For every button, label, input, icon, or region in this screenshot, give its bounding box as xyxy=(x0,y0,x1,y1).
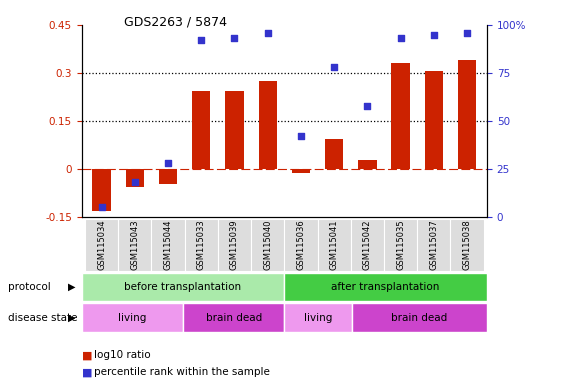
FancyBboxPatch shape xyxy=(151,219,185,271)
FancyBboxPatch shape xyxy=(183,303,284,332)
Point xyxy=(196,37,205,43)
Bar xyxy=(258,81,277,169)
Text: disease state: disease state xyxy=(8,313,78,323)
Point xyxy=(463,30,472,36)
Text: living: living xyxy=(304,313,332,323)
Text: percentile rank within the sample: percentile rank within the sample xyxy=(94,367,270,377)
Bar xyxy=(92,169,111,210)
Text: after transplantation: after transplantation xyxy=(332,282,440,292)
Text: GSM115038: GSM115038 xyxy=(463,219,472,270)
Text: brain dead: brain dead xyxy=(391,313,448,323)
Text: ▶: ▶ xyxy=(68,282,76,292)
Bar xyxy=(192,91,211,169)
Point xyxy=(330,64,339,70)
Text: ■: ■ xyxy=(82,367,92,377)
FancyBboxPatch shape xyxy=(284,219,318,271)
Point xyxy=(230,35,239,41)
Bar xyxy=(358,160,377,169)
Text: brain dead: brain dead xyxy=(205,313,262,323)
FancyBboxPatch shape xyxy=(118,219,151,271)
FancyBboxPatch shape xyxy=(384,219,417,271)
Bar xyxy=(458,60,476,169)
FancyBboxPatch shape xyxy=(351,219,384,271)
Text: GDS2263 / 5874: GDS2263 / 5874 xyxy=(124,15,227,28)
Text: ■: ■ xyxy=(82,350,92,360)
FancyBboxPatch shape xyxy=(82,303,183,332)
Text: GSM115036: GSM115036 xyxy=(297,219,306,270)
FancyBboxPatch shape xyxy=(450,219,484,271)
Text: GSM115042: GSM115042 xyxy=(363,220,372,270)
Point xyxy=(363,103,372,109)
Point xyxy=(396,35,405,41)
FancyBboxPatch shape xyxy=(284,303,352,332)
Text: GSM115043: GSM115043 xyxy=(130,220,139,270)
Text: GSM115035: GSM115035 xyxy=(396,220,405,270)
FancyBboxPatch shape xyxy=(352,303,487,332)
FancyBboxPatch shape xyxy=(218,219,251,271)
Point xyxy=(430,31,439,38)
Bar xyxy=(159,169,177,184)
Point xyxy=(130,179,139,185)
Text: GSM115040: GSM115040 xyxy=(263,220,272,270)
Text: GSM115033: GSM115033 xyxy=(196,219,205,270)
Text: living: living xyxy=(118,313,146,323)
Point xyxy=(97,204,106,210)
FancyBboxPatch shape xyxy=(417,219,450,271)
Text: GSM115041: GSM115041 xyxy=(330,220,339,270)
Bar xyxy=(325,139,343,169)
Point xyxy=(163,160,172,166)
FancyBboxPatch shape xyxy=(284,273,487,301)
Bar xyxy=(126,169,144,187)
Bar xyxy=(425,71,443,169)
Bar xyxy=(292,169,310,173)
Point xyxy=(263,30,272,36)
FancyBboxPatch shape xyxy=(82,273,284,301)
Point xyxy=(297,133,306,139)
Bar xyxy=(225,91,244,169)
Text: before transplantation: before transplantation xyxy=(124,282,242,292)
Text: GSM115034: GSM115034 xyxy=(97,220,106,270)
FancyBboxPatch shape xyxy=(318,219,351,271)
FancyBboxPatch shape xyxy=(85,219,118,271)
Text: protocol: protocol xyxy=(8,282,51,292)
Text: GSM115037: GSM115037 xyxy=(430,219,439,270)
Text: GSM115039: GSM115039 xyxy=(230,220,239,270)
Text: log10 ratio: log10 ratio xyxy=(94,350,151,360)
Text: GSM115044: GSM115044 xyxy=(163,220,172,270)
FancyBboxPatch shape xyxy=(185,219,218,271)
Bar xyxy=(391,63,410,169)
FancyBboxPatch shape xyxy=(251,219,284,271)
Text: ▶: ▶ xyxy=(68,313,76,323)
